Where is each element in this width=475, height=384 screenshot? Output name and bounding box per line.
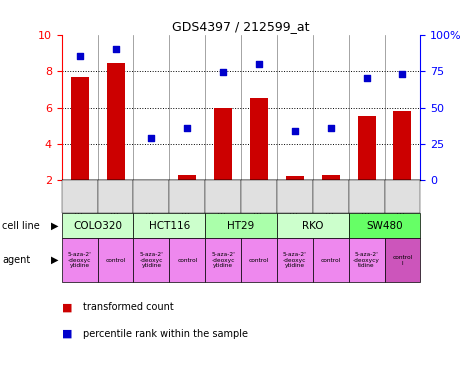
Bar bbox=[178, 175, 196, 180]
Bar bbox=[393, 111, 411, 180]
Text: control: control bbox=[177, 258, 198, 263]
Text: ■: ■ bbox=[62, 329, 72, 339]
Text: HT29: HT29 bbox=[228, 220, 255, 231]
Text: 5-aza-2'
-deoxyc
ytidine: 5-aza-2' -deoxyc ytidine bbox=[140, 252, 163, 268]
Text: ■: ■ bbox=[62, 302, 72, 312]
Title: GDS4397 / 212599_at: GDS4397 / 212599_at bbox=[172, 20, 310, 33]
Bar bbox=[250, 98, 268, 180]
Text: COLO320: COLO320 bbox=[73, 220, 122, 231]
Bar bbox=[142, 180, 161, 198]
Point bbox=[219, 70, 227, 76]
Text: SW480: SW480 bbox=[366, 220, 403, 231]
Point bbox=[112, 46, 119, 52]
Bar bbox=[286, 176, 304, 180]
Text: transformed count: transformed count bbox=[83, 302, 174, 312]
Bar bbox=[106, 63, 124, 180]
Point bbox=[148, 135, 155, 141]
Text: 5-aza-2'
-deoxyc
ytidine: 5-aza-2' -deoxyc ytidine bbox=[283, 252, 307, 268]
Text: percentile rank within the sample: percentile rank within the sample bbox=[83, 329, 248, 339]
Text: RKO: RKO bbox=[302, 220, 323, 231]
Text: 5-aza-2'
-deoxyc
ytidine: 5-aza-2' -deoxyc ytidine bbox=[68, 252, 92, 268]
Text: 5-aza-2'
-deoxycy
tidine: 5-aza-2' -deoxycy tidine bbox=[353, 252, 380, 268]
Point bbox=[363, 75, 371, 81]
Text: cell line: cell line bbox=[2, 220, 40, 231]
Bar bbox=[358, 116, 376, 180]
Point bbox=[399, 71, 406, 77]
Text: control: control bbox=[105, 258, 126, 263]
Text: control: control bbox=[249, 258, 269, 263]
Point bbox=[327, 125, 334, 131]
Text: control: control bbox=[321, 258, 341, 263]
Bar bbox=[71, 78, 89, 180]
Point bbox=[255, 61, 263, 67]
Text: control
l: control l bbox=[392, 255, 413, 266]
Bar bbox=[322, 175, 340, 180]
Point bbox=[291, 128, 299, 134]
Bar bbox=[214, 108, 232, 180]
Text: ▶: ▶ bbox=[51, 220, 58, 231]
Text: 5-aza-2'
-deoxyc
ytidine: 5-aza-2' -deoxyc ytidine bbox=[211, 252, 235, 268]
Text: HCT116: HCT116 bbox=[149, 220, 190, 231]
Text: ▶: ▶ bbox=[51, 255, 58, 265]
Point bbox=[183, 125, 191, 131]
Text: agent: agent bbox=[2, 255, 30, 265]
Point bbox=[76, 53, 84, 60]
